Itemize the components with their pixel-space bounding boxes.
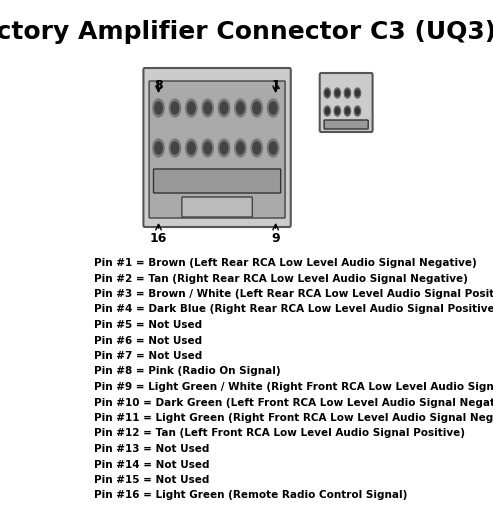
- Circle shape: [335, 90, 339, 96]
- Circle shape: [346, 90, 350, 96]
- Circle shape: [218, 99, 230, 117]
- Circle shape: [269, 142, 277, 154]
- FancyBboxPatch shape: [153, 169, 281, 193]
- Text: 8: 8: [154, 78, 163, 92]
- Circle shape: [171, 142, 178, 154]
- FancyBboxPatch shape: [324, 120, 368, 129]
- FancyBboxPatch shape: [182, 197, 252, 217]
- FancyBboxPatch shape: [320, 73, 373, 132]
- Circle shape: [334, 106, 341, 116]
- Circle shape: [354, 106, 361, 116]
- Text: Pin #16 = Light Green (Remote Radio Control Signal): Pin #16 = Light Green (Remote Radio Cont…: [94, 491, 408, 500]
- Circle shape: [153, 139, 164, 157]
- Circle shape: [204, 142, 211, 154]
- Circle shape: [235, 99, 246, 117]
- Circle shape: [325, 90, 329, 96]
- Text: 9: 9: [271, 233, 280, 245]
- Circle shape: [253, 142, 260, 154]
- Circle shape: [355, 108, 359, 114]
- Circle shape: [202, 139, 213, 157]
- Circle shape: [253, 102, 260, 114]
- Circle shape: [344, 106, 351, 116]
- Circle shape: [237, 102, 244, 114]
- Text: Pin #14 = Not Used: Pin #14 = Not Used: [94, 460, 210, 469]
- Circle shape: [185, 139, 197, 157]
- Text: Factory Amplifier Connector C3 (UQ3): Factory Amplifier Connector C3 (UQ3): [0, 20, 493, 44]
- Circle shape: [355, 90, 359, 96]
- FancyBboxPatch shape: [149, 81, 285, 218]
- Text: 16: 16: [150, 233, 167, 245]
- Circle shape: [251, 139, 262, 157]
- Text: Pin #5 = Not Used: Pin #5 = Not Used: [94, 320, 203, 330]
- Circle shape: [218, 139, 230, 157]
- Text: Pin #10 = Dark Green (Left Front RCA Low Level Audio Signal Negative): Pin #10 = Dark Green (Left Front RCA Low…: [94, 398, 493, 408]
- Circle shape: [268, 139, 279, 157]
- Text: Pin #3 = Brown / White (Left Rear RCA Low Level Audio Signal Positive): Pin #3 = Brown / White (Left Rear RCA Lo…: [94, 289, 493, 299]
- Circle shape: [324, 88, 330, 98]
- Circle shape: [155, 142, 162, 154]
- Circle shape: [204, 102, 211, 114]
- Text: Pin #4 = Dark Blue (Right Rear RCA Low Level Audio Signal Positive): Pin #4 = Dark Blue (Right Rear RCA Low L…: [94, 304, 493, 315]
- Circle shape: [235, 139, 246, 157]
- Circle shape: [202, 99, 213, 117]
- Text: Pin #2 = Tan (Right Rear RCA Low Level Audio Signal Negative): Pin #2 = Tan (Right Rear RCA Low Level A…: [94, 273, 468, 284]
- Text: Pin #9 = Light Green / White (Right Front RCA Low Level Audio Signal Positive): Pin #9 = Light Green / White (Right Fron…: [94, 382, 493, 392]
- Circle shape: [169, 99, 180, 117]
- Text: Pin #8 = Pink (Radio On Signal): Pin #8 = Pink (Radio On Signal): [94, 366, 281, 377]
- Circle shape: [220, 142, 228, 154]
- Circle shape: [187, 142, 195, 154]
- Text: Pin #15 = Not Used: Pin #15 = Not Used: [94, 475, 210, 485]
- Circle shape: [354, 88, 361, 98]
- Circle shape: [334, 88, 341, 98]
- Text: 1: 1: [271, 78, 280, 92]
- Circle shape: [171, 102, 178, 114]
- Circle shape: [335, 108, 339, 114]
- Text: Pin #7 = Not Used: Pin #7 = Not Used: [94, 351, 203, 361]
- Circle shape: [268, 99, 279, 117]
- Text: Pin #1 = Brown (Left Rear RCA Low Level Audio Signal Negative): Pin #1 = Brown (Left Rear RCA Low Level …: [94, 258, 477, 268]
- Circle shape: [220, 102, 228, 114]
- Circle shape: [237, 142, 244, 154]
- Circle shape: [346, 108, 350, 114]
- Circle shape: [187, 102, 195, 114]
- Circle shape: [251, 99, 262, 117]
- Circle shape: [155, 102, 162, 114]
- Circle shape: [153, 99, 164, 117]
- Circle shape: [344, 88, 351, 98]
- Circle shape: [269, 102, 277, 114]
- Circle shape: [169, 139, 180, 157]
- Circle shape: [325, 108, 329, 114]
- Circle shape: [324, 106, 330, 116]
- Text: Pin #13 = Not Used: Pin #13 = Not Used: [94, 444, 210, 454]
- FancyBboxPatch shape: [143, 68, 291, 227]
- Text: Pin #11 = Light Green (Right Front RCA Low Level Audio Signal Negative): Pin #11 = Light Green (Right Front RCA L…: [94, 413, 493, 423]
- Text: Pin #12 = Tan (Left Front RCA Low Level Audio Signal Positive): Pin #12 = Tan (Left Front RCA Low Level …: [94, 429, 465, 438]
- Text: Pin #6 = Not Used: Pin #6 = Not Used: [94, 335, 203, 346]
- Circle shape: [185, 99, 197, 117]
